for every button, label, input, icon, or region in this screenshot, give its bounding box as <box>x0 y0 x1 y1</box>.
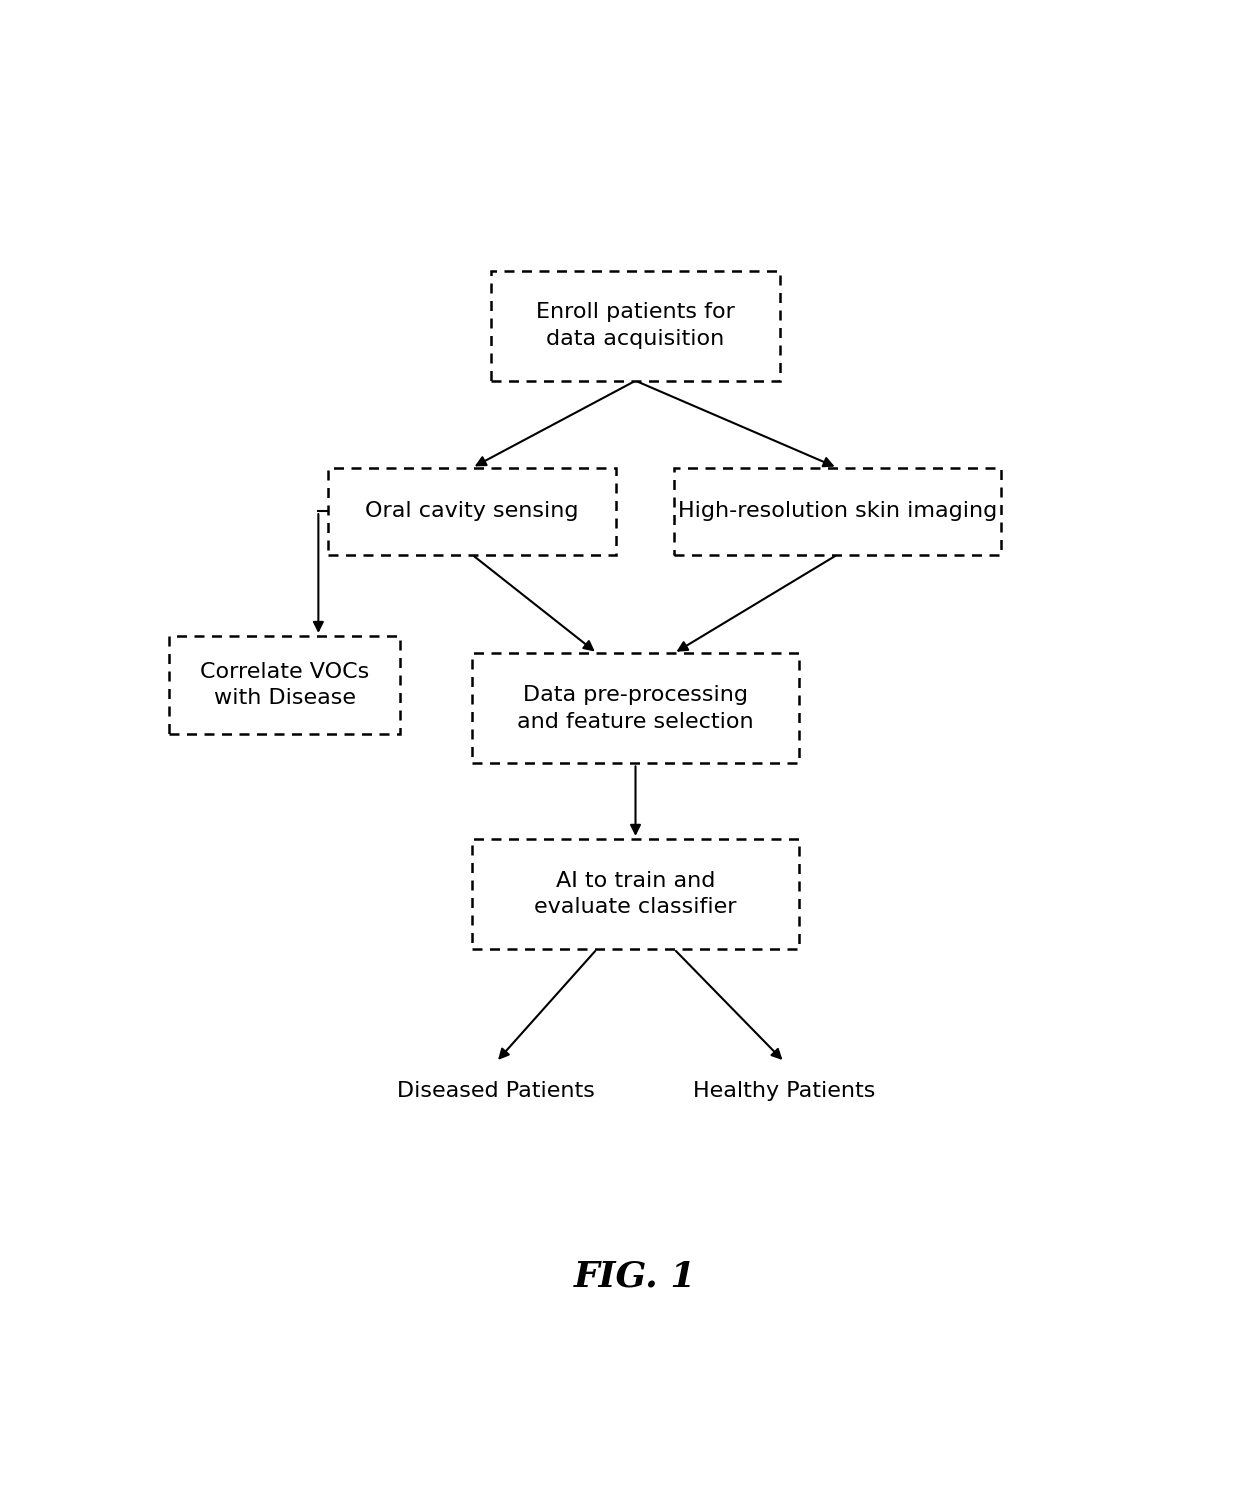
Text: AI to train and
evaluate classifier: AI to train and evaluate classifier <box>534 870 737 917</box>
Text: High-resolution skin imaging: High-resolution skin imaging <box>678 501 997 521</box>
Text: Healthy Patients: Healthy Patients <box>693 1081 875 1101</box>
Text: Diseased Patients: Diseased Patients <box>397 1081 595 1101</box>
Text: Enroll patients for
data acquisition: Enroll patients for data acquisition <box>536 303 735 349</box>
FancyBboxPatch shape <box>170 636 401 735</box>
Text: Oral cavity sensing: Oral cavity sensing <box>366 501 579 521</box>
FancyBboxPatch shape <box>675 468 1001 554</box>
FancyBboxPatch shape <box>472 839 799 949</box>
Text: Data pre-processing
and feature selection: Data pre-processing and feature selectio… <box>517 685 754 732</box>
Text: Correlate VOCs
with Disease: Correlate VOCs with Disease <box>200 663 370 708</box>
FancyBboxPatch shape <box>327 468 616 554</box>
FancyBboxPatch shape <box>472 654 799 764</box>
Text: FIG. 1: FIG. 1 <box>574 1259 697 1294</box>
FancyBboxPatch shape <box>491 271 780 381</box>
